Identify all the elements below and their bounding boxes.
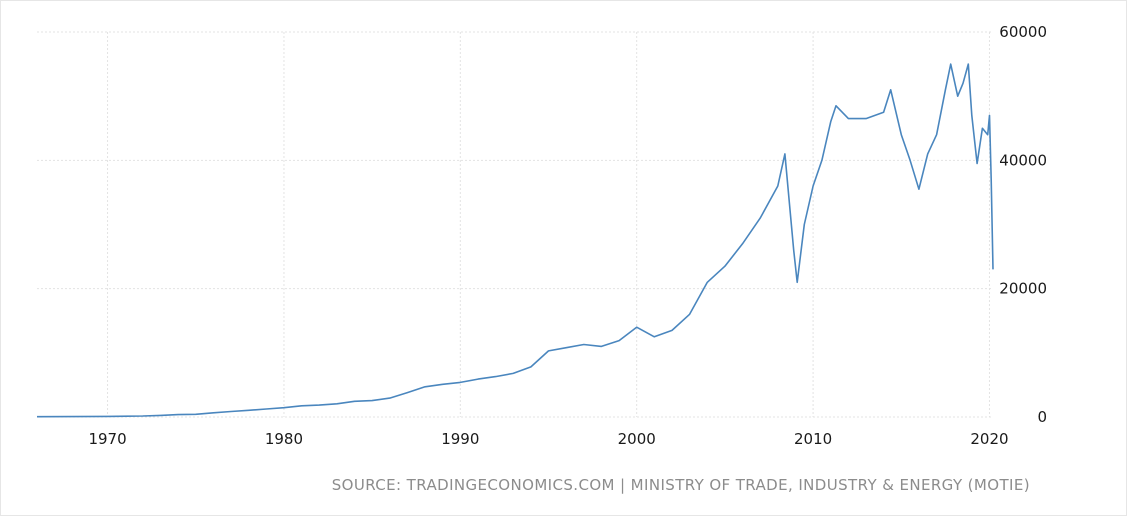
x-tick-label: 2000 bbox=[618, 430, 656, 448]
x-tick-label: 1970 bbox=[88, 430, 126, 448]
y-tick-label: 0 bbox=[1037, 408, 1047, 426]
y-tick-label: 20000 bbox=[999, 280, 1047, 298]
x-tick-label: 2020 bbox=[970, 430, 1008, 448]
x-tick-label: 1980 bbox=[265, 430, 303, 448]
x-tick-label: 1990 bbox=[441, 430, 479, 448]
x-tick-label: 2010 bbox=[794, 430, 832, 448]
y-tick-label: 60000 bbox=[999, 23, 1047, 41]
source-caption: SOURCE: TRADINGECONOMICS.COM | MINISTRY … bbox=[331, 476, 1030, 494]
series-line bbox=[36, 63, 994, 418]
y-tick-label: 40000 bbox=[999, 151, 1047, 169]
